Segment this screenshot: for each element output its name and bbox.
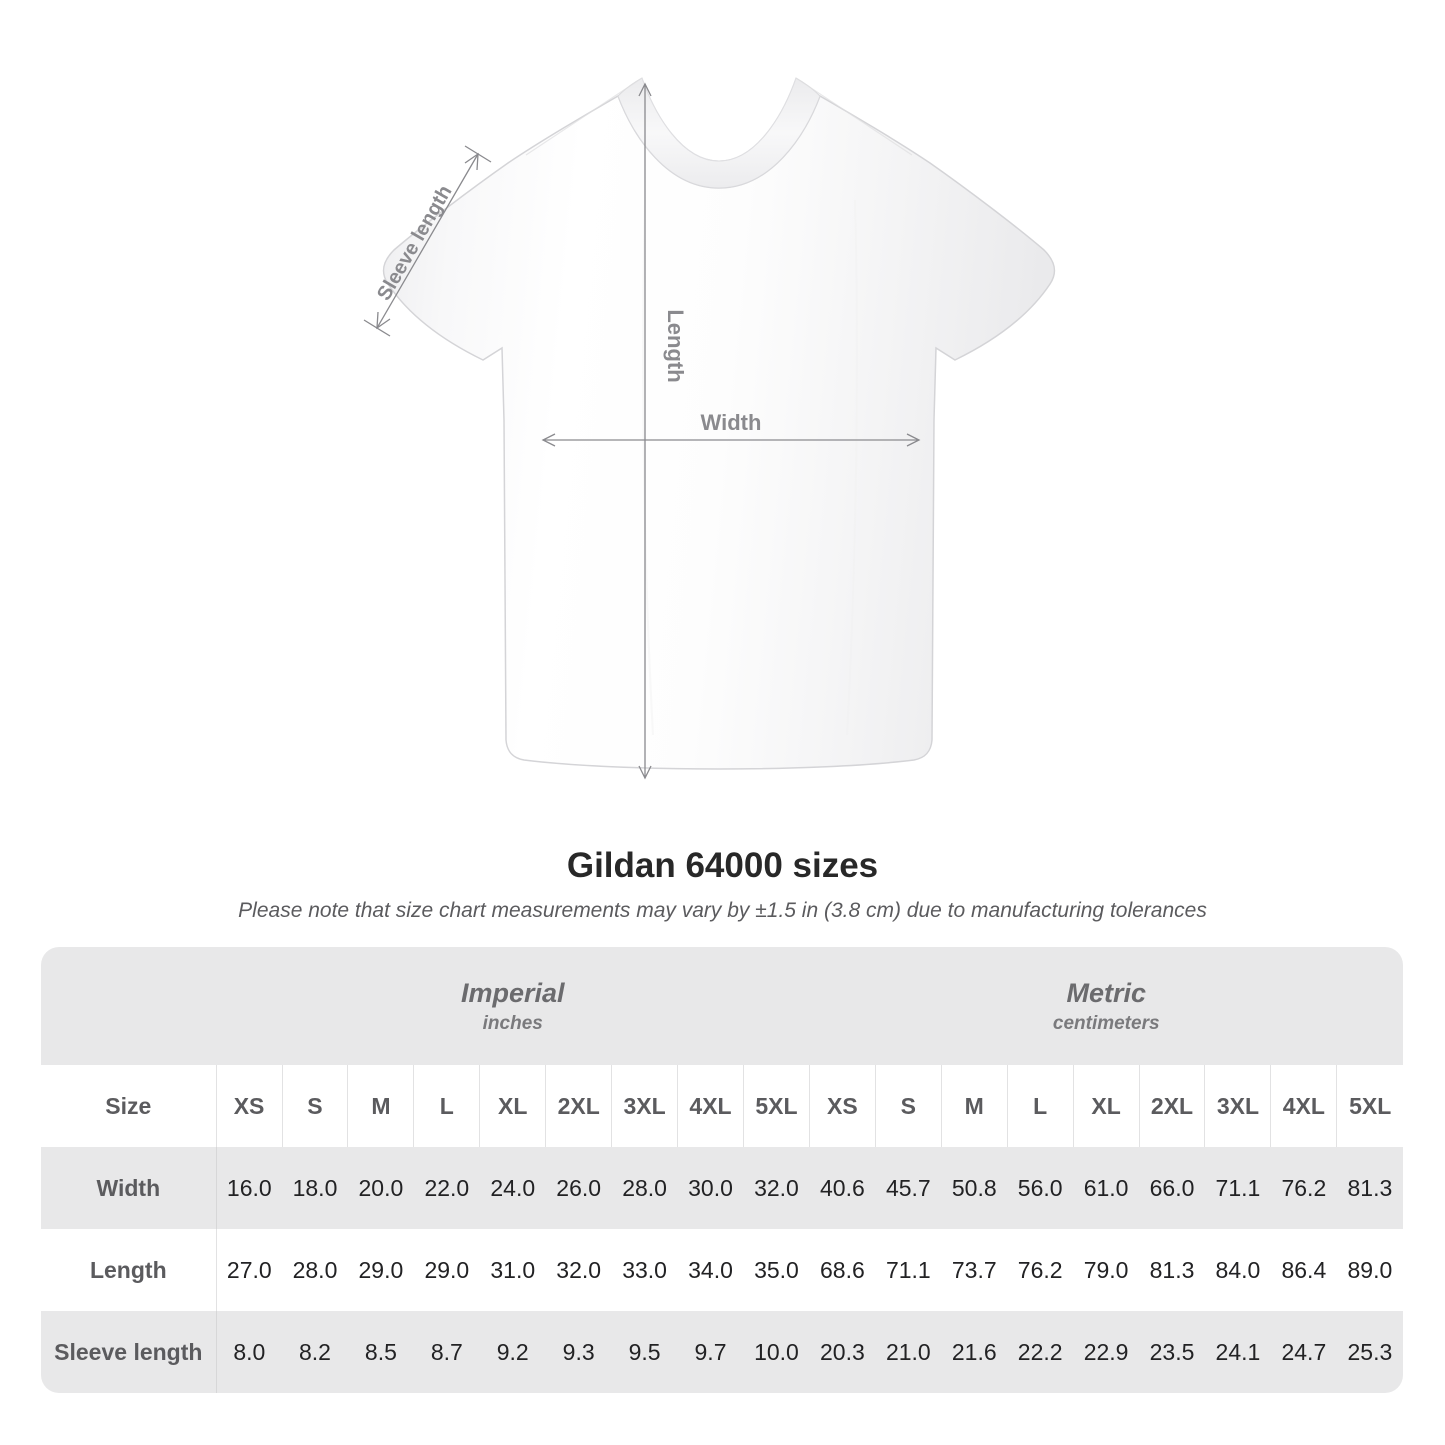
svg-text:Width: Width [701, 410, 762, 435]
svg-text:Length: Length [663, 309, 688, 382]
